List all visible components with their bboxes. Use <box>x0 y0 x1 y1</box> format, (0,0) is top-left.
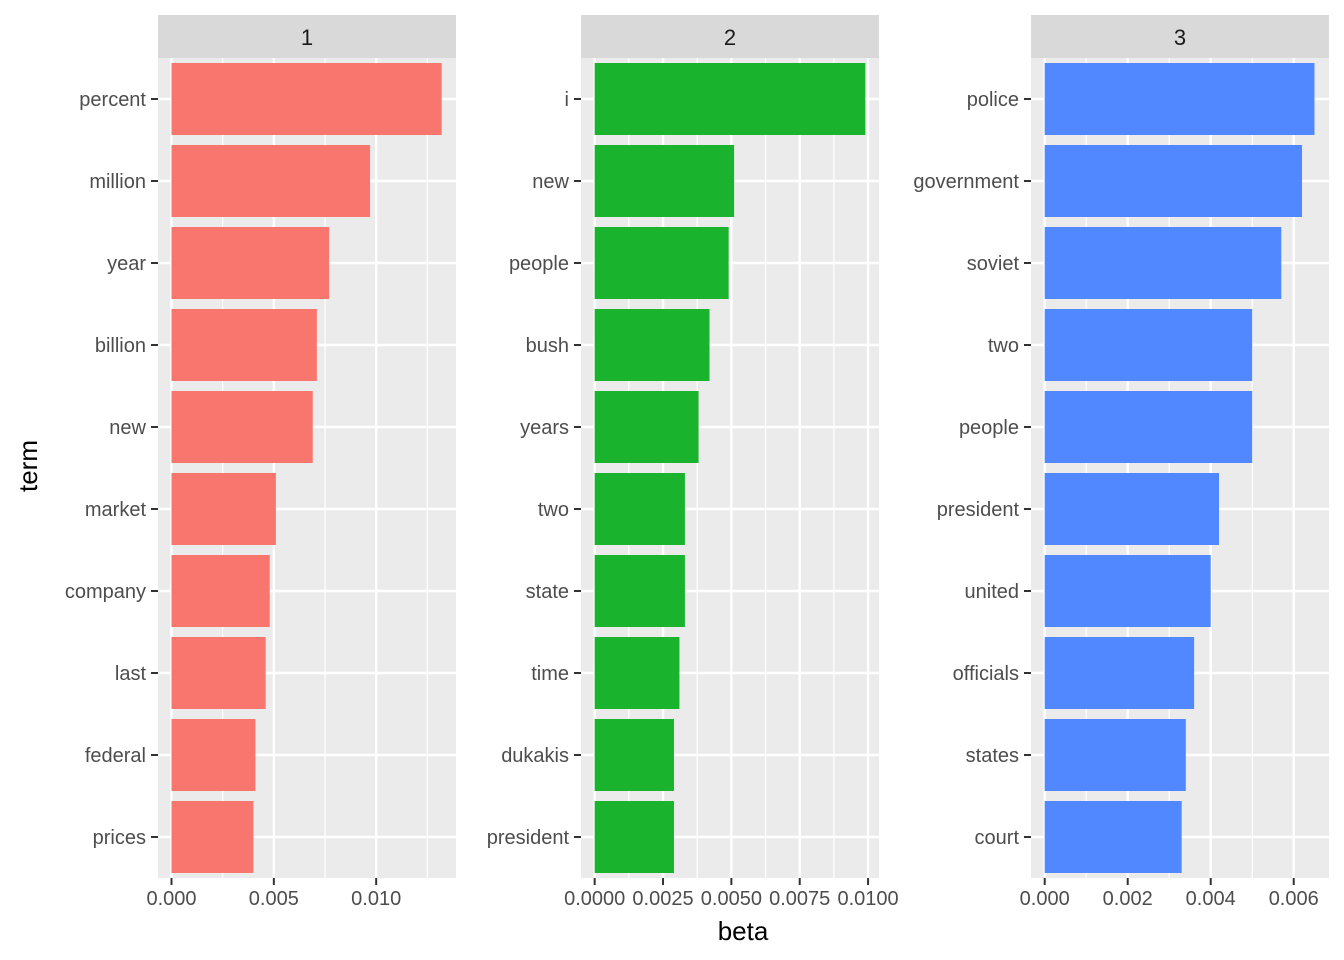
y-tick-label: time <box>531 663 569 685</box>
y-tick-label: i <box>565 89 569 111</box>
y-tick-label: last <box>115 663 147 685</box>
bar-state <box>594 555 685 627</box>
y-tick-label: million <box>89 171 146 193</box>
y-tick-label: market <box>85 499 147 521</box>
y-tick-label: dukakis <box>501 745 569 767</box>
bar-last <box>171 637 266 709</box>
x-tick-label: 0.010 <box>351 888 401 910</box>
y-tick-label: state <box>526 581 569 603</box>
y-tick-label: billion <box>95 335 146 357</box>
bar-i <box>594 63 866 135</box>
x-axis-title: beta <box>718 916 769 946</box>
y-tick-label: soviet <box>967 253 1020 275</box>
y-tick-label: president <box>937 499 1020 521</box>
y-tick-label: two <box>988 335 1019 357</box>
y-tick-label: states <box>966 745 1019 767</box>
bar-new <box>594 145 735 217</box>
facet-panel-2: 2 0.0000 0.0025 0.0050 0.0075 0.0100 i new peopl… <box>487 15 899 910</box>
bar-year <box>171 227 330 299</box>
facet-strip-label: 3 <box>1174 25 1186 50</box>
x-tick-label: 0.005 <box>249 888 299 910</box>
x-tick-label: 0.006 <box>1269 888 1319 910</box>
bar-president <box>594 801 674 873</box>
y-tick-label: people <box>959 417 1019 439</box>
bar-company <box>171 555 270 627</box>
bar-united <box>1044 555 1211 627</box>
bar-two <box>1044 309 1253 381</box>
y-tick-label: company <box>65 581 146 603</box>
bar-officials <box>1044 637 1195 709</box>
bar-market <box>171 473 276 545</box>
bar-new <box>171 391 313 463</box>
bar-time <box>594 637 680 709</box>
x-tick-label: 0.0050 <box>701 888 762 910</box>
x-tick-label: 0.0075 <box>769 888 830 910</box>
bar-percent <box>171 63 442 135</box>
x-tick-label: 0.0100 <box>837 888 898 910</box>
facet-panel-3: 3 0.000 0.002 0.004 0.006 police government sov… <box>913 15 1329 910</box>
facets: 1 0.000 0.005 0.010 percent million year billio… <box>65 15 1329 910</box>
bar-government <box>1044 145 1303 217</box>
facet-strip <box>581 15 879 58</box>
bar-people <box>1044 391 1253 463</box>
y-tick-label: united <box>965 581 1020 603</box>
bar-years <box>594 391 699 463</box>
y-tick-label: prices <box>93 827 146 849</box>
bar-prices <box>171 801 254 873</box>
y-tick-label: two <box>538 499 569 521</box>
bar-bush <box>594 309 710 381</box>
x-tick-label: 0.004 <box>1186 888 1236 910</box>
y-tick-label: percent <box>79 89 146 111</box>
y-tick-label: officials <box>953 663 1019 685</box>
x-tick-label: 0.000 <box>146 888 196 910</box>
bar-federal <box>171 719 256 791</box>
y-tick-label: government <box>913 171 1019 193</box>
facet-panel-1: 1 0.000 0.005 0.010 percent million year billio… <box>65 15 456 910</box>
y-axis-title: term <box>13 440 43 492</box>
facet-strip <box>158 15 456 58</box>
y-tick-label: people <box>509 253 569 275</box>
bar-people <box>594 227 729 299</box>
y-tick-label: new <box>532 171 569 193</box>
y-tick-label: police <box>967 89 1019 111</box>
y-tick-label: years <box>520 417 569 439</box>
bar-soviet <box>1044 227 1282 299</box>
bar-billion <box>171 309 317 381</box>
facet-strip <box>1031 15 1329 58</box>
facet-strip-label: 1 <box>301 25 313 50</box>
y-tick-label: president <box>487 827 570 849</box>
y-tick-label: federal <box>85 745 146 767</box>
x-tick-label: 0.0025 <box>632 888 693 910</box>
bar-president <box>1044 473 1220 545</box>
bar-states <box>1044 719 1186 791</box>
x-tick-label: 0.000 <box>1020 888 1070 910</box>
bar-million <box>171 145 371 217</box>
x-tick-label: 0.0000 <box>564 888 625 910</box>
bar-dukakis <box>594 719 674 791</box>
facet-strip-label: 2 <box>724 25 736 50</box>
bar-two <box>594 473 685 545</box>
y-tick-label: court <box>975 827 1020 849</box>
bar-police <box>1044 63 1315 135</box>
y-tick-label: year <box>107 253 146 275</box>
y-tick-label: new <box>109 417 146 439</box>
x-tick-label: 0.002 <box>1103 888 1153 910</box>
y-tick-label: bush <box>526 335 569 357</box>
bar-court <box>1044 801 1182 873</box>
